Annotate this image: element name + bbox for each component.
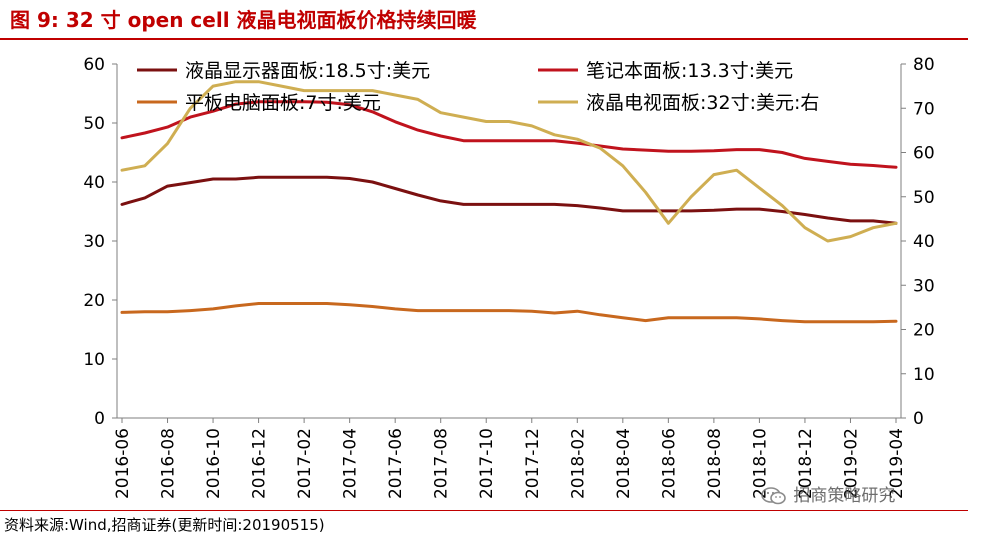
legend-label-1: 液晶显示器面板:18.5寸:美元 [185,60,430,82]
x-tick-label: 2017-08 [432,428,452,499]
x-tick-label: 2018-08 [705,428,725,499]
right-tick-label: 10 [913,365,935,385]
left-tick-label: 0 [94,409,105,429]
x-tick-label: 2016-08 [159,428,179,499]
left-tick-label: 60 [83,55,105,75]
series-line-3 [120,302,898,324]
x-tick-label: 2019-02 [841,428,861,499]
right-tick-label: 60 [913,144,935,164]
x-tick-label: 2018-12 [796,428,816,499]
right-tick-label: 50 [913,188,935,208]
x-tick-label: 2017-10 [477,428,497,499]
right-tick-label: 20 [913,321,935,341]
title-rule [0,38,968,40]
left-tick-label: 10 [83,350,105,370]
wechat-icon [761,487,786,505]
source-note: 资料来源:Wind,招商证券(更新时间:20190515) [4,516,325,534]
x-tick-label: 2018-10 [750,428,770,499]
x-tick-label: 2018-02 [568,428,588,499]
watermark-text: 招商策略研究 [793,486,896,506]
series-lines [120,80,898,324]
x-tick-label: 2018-04 [614,428,634,499]
x-tick-label: 2017-02 [295,428,315,499]
watermark: 招商策略研究 [760,481,895,506]
right-tick-label: 30 [913,276,935,296]
left-tick-label: 50 [83,114,105,134]
x-tick-label: 2017-12 [523,428,543,499]
footer-rule [0,510,968,511]
x-tick-label: 2018-06 [659,428,679,499]
series-line-4 [120,80,898,243]
figure-title: 图 9: 32 寸 open cell 液晶电视面板价格持续回暖 [10,8,477,32]
legend-label-3: 平板电脑面板:7寸:美元 [185,92,381,114]
chart-axes [116,64,902,419]
left-axis-ticks: 0 10 20 30 40 50 60 [83,55,117,429]
right-tick-label: 0 [913,409,924,429]
right-axis-ticks: 0 10 20 30 40 50 60 70 80 [901,55,935,429]
legend-label-4: 液晶电视面板:32寸:美元:右 [586,92,819,114]
x-tick-label: 2016-10 [204,428,224,499]
right-tick-label: 70 [913,99,935,119]
left-tick-label: 40 [83,173,105,193]
left-tick-label: 20 [83,291,105,311]
chart-legend: 液晶显示器面板:18.5寸:美元 笔记本面板:13.3寸:美元平板电脑面板:7寸:… [137,60,819,114]
right-tick-label: 80 [913,55,935,75]
x-axis-ticks: 2016-06 2016-08 2016-10 2016-12 2017-02 2017-… [113,418,907,499]
x-tick-label: 2019-04 [887,428,907,499]
legend-label-2: 笔记本面板:13.3寸:美元 [586,60,793,82]
series-line-1 [120,175,898,225]
x-tick-label: 2016-06 [113,428,133,499]
x-tick-label: 2016-12 [250,428,270,499]
x-tick-label: 2017-06 [386,428,406,499]
left-tick-label: 30 [83,232,105,252]
x-tick-label: 2017-04 [341,428,361,499]
right-tick-label: 40 [913,232,935,252]
series-line-2 [120,100,898,169]
